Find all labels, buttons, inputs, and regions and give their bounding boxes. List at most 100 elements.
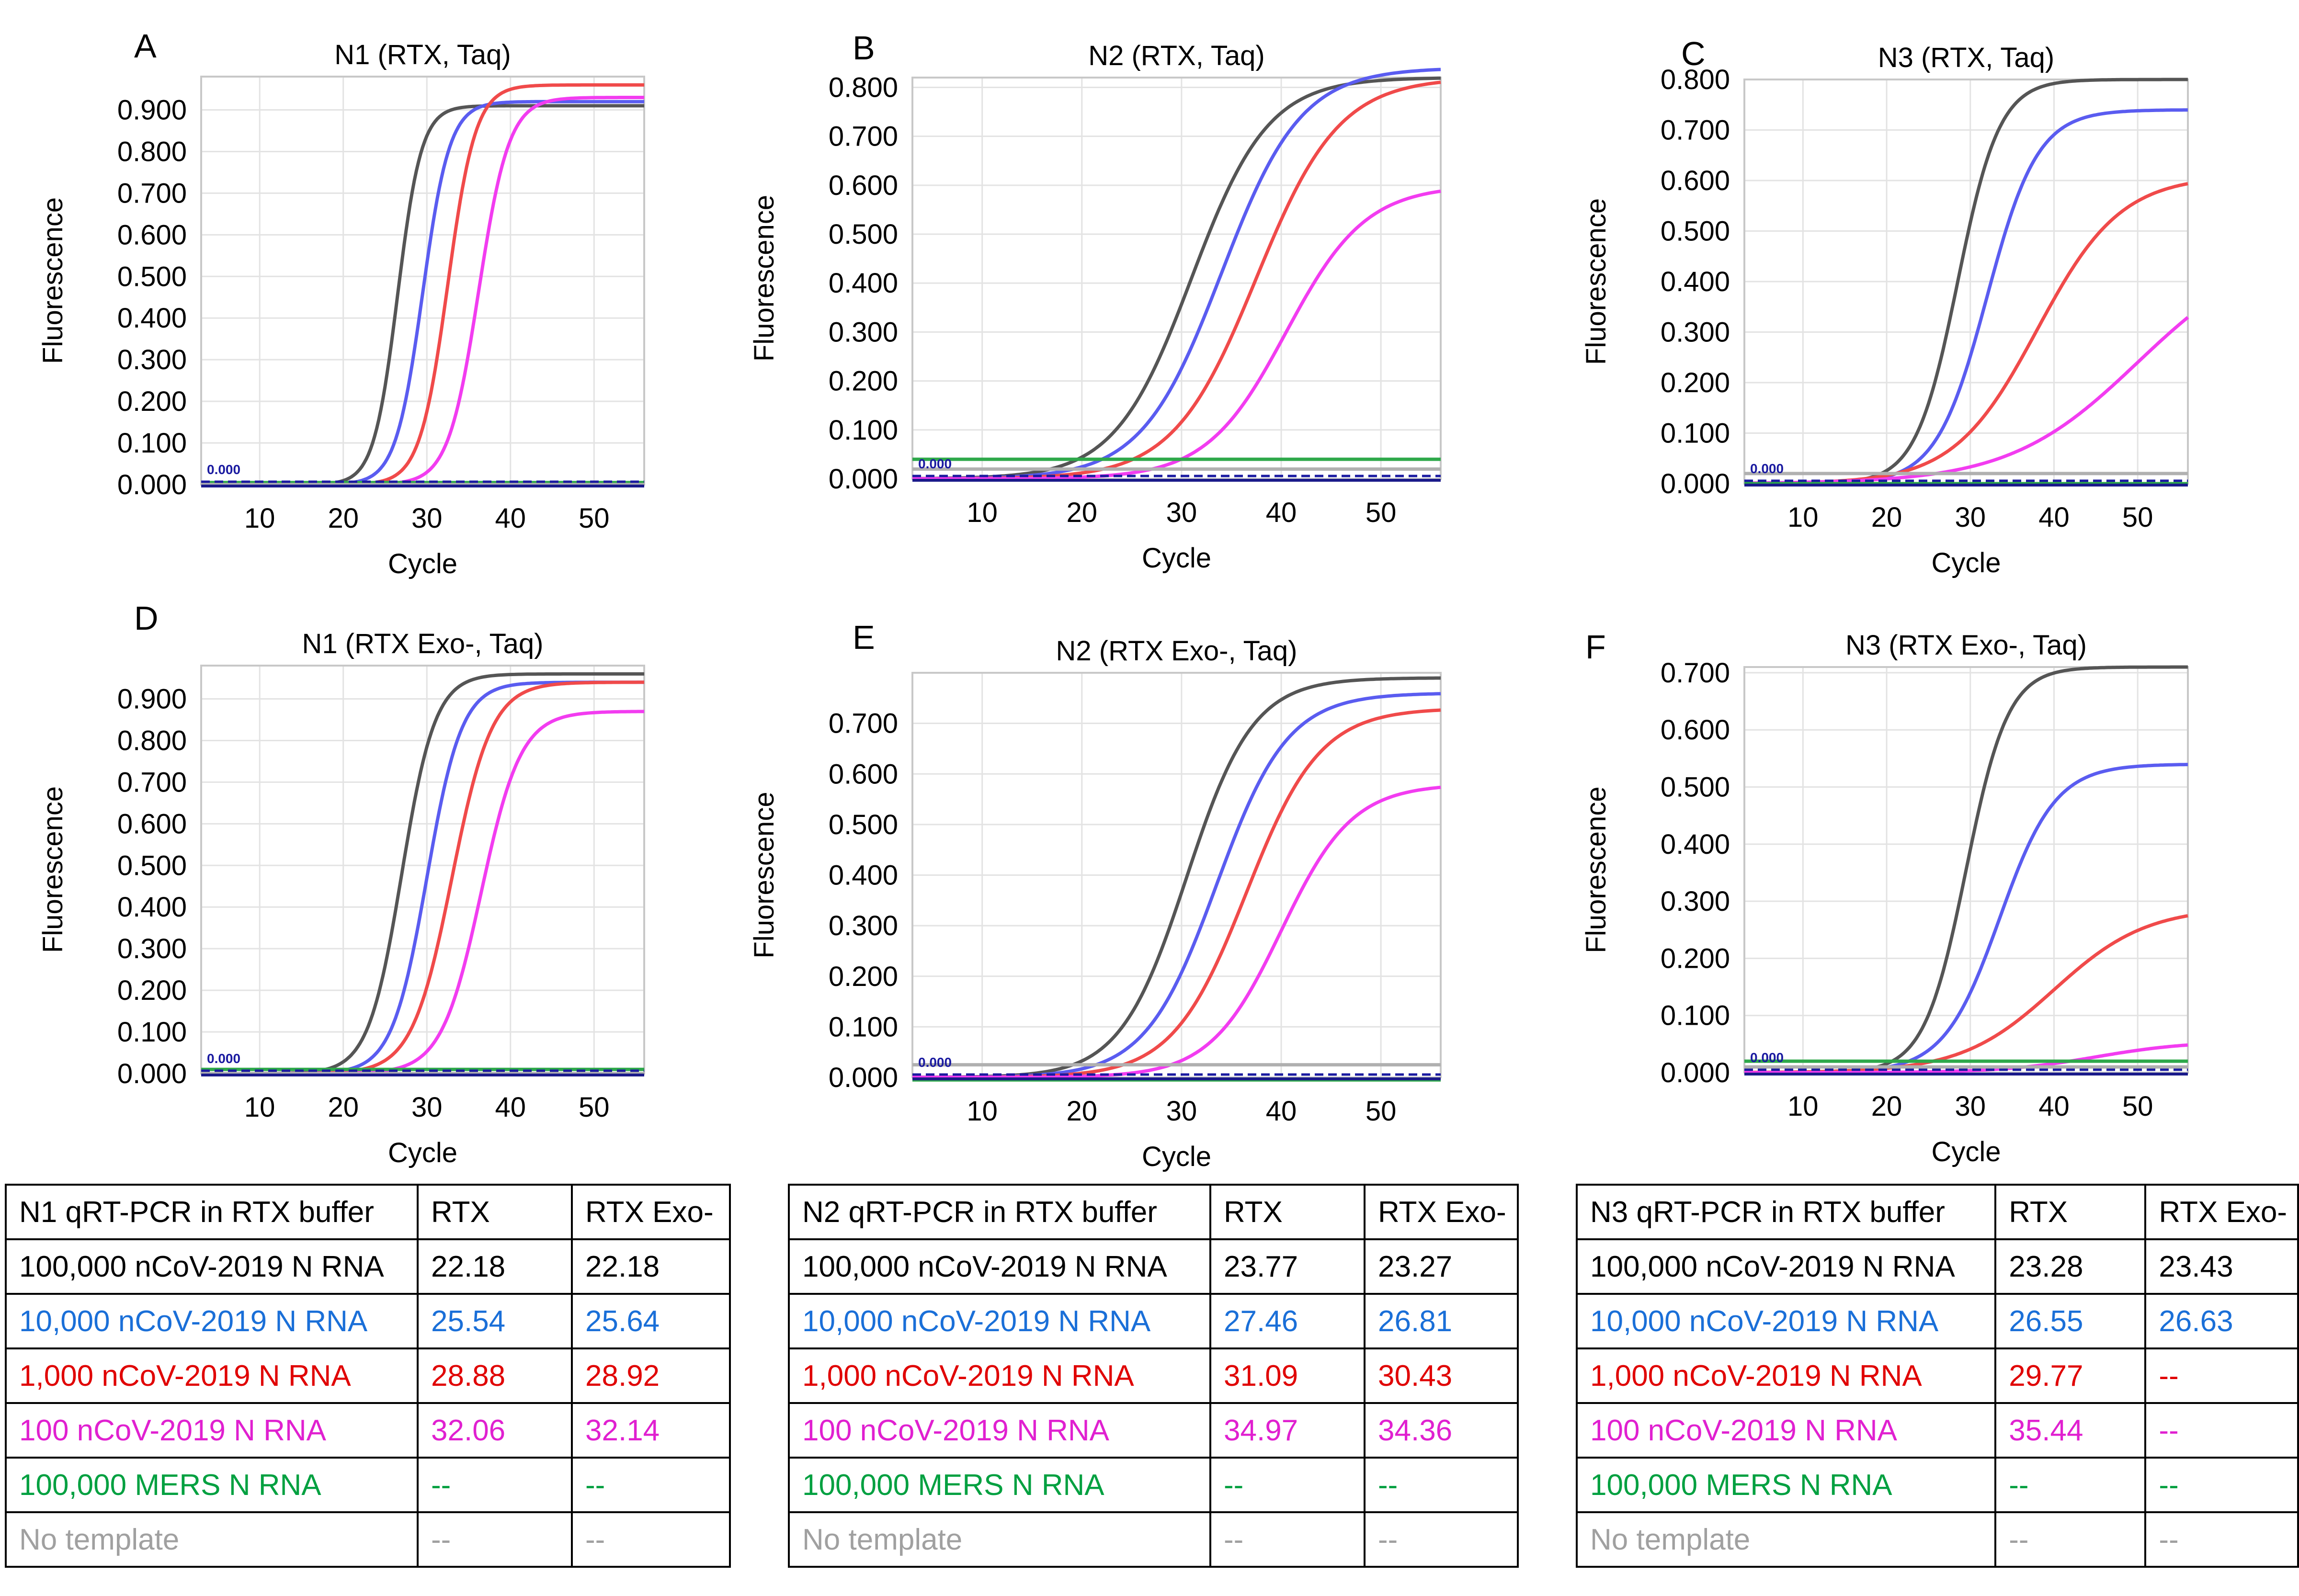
row-label-cell: 100 nCoV-2019 N RNA — [1575, 1402, 1997, 1459]
y-axis-label: Fluorescence — [1581, 198, 1612, 365]
ct-value-cell: -- — [1994, 1457, 2147, 1513]
chart-title: N1 (RTX Exo-, Taq) — [302, 628, 544, 659]
y-tick-label: 0.600 — [1661, 165, 1730, 196]
ct-value-cell: -- — [2144, 1511, 2299, 1568]
series-line-blue — [912, 692, 1441, 1079]
ct-value-cell: 22.18 — [417, 1238, 573, 1295]
x-tick-label: 10 — [967, 1096, 998, 1127]
row-label-cell: 100,000 MERS N RNA — [788, 1457, 1211, 1513]
table-row: 10,000 nCoV-2019 N RNA 26.55 26.63 — [1575, 1293, 2299, 1349]
y-tick-label: 0.100 — [829, 415, 898, 446]
threshold-label: 0.000 — [1750, 461, 1784, 476]
x-tick-label: 30 — [1166, 497, 1197, 528]
ct-value-cell: 25.64 — [571, 1293, 731, 1349]
panel-d: 0.000 10 20 30 40 50 0.000 0.100 0.200 0.300 0.400… — [37, 600, 645, 1168]
threshold-label: 0.000 — [918, 1055, 952, 1070]
y-tick-label: 0.000 — [1661, 1057, 1730, 1088]
series-line-blue — [1744, 108, 2188, 486]
series-line-black — [912, 76, 1441, 480]
y-tick-label: 0.000 — [117, 1058, 187, 1089]
table-row: 100 nCoV-2019 N RNA 35.44 -- — [1575, 1402, 2299, 1459]
series-line-red — [1744, 182, 2188, 485]
table-header-cell: RTX Exo- — [1364, 1184, 1519, 1240]
y-tick-label: 0.000 — [1661, 468, 1730, 499]
table-header-cell: RTX — [1994, 1184, 2147, 1240]
y-tick-label: 0.400 — [117, 303, 187, 334]
y-tick-label: 0.200 — [117, 386, 187, 417]
x-tick-label: 30 — [1955, 1091, 1986, 1122]
y-axis-label: Fluorescence — [1581, 786, 1612, 953]
x-tick-label: 20 — [1871, 502, 1902, 533]
table-header-cell: N1 qRT-PCR in RTX buffer — [5, 1184, 419, 1240]
table-row: 100,000 MERS N RNA -- -- — [1575, 1457, 2299, 1513]
x-tick-label: 10 — [1787, 1091, 1819, 1122]
table-row: 100,000 MERS N RNA -- -- — [788, 1457, 1519, 1513]
table-row: 100 nCoV-2019 N RNA 34.97 34.36 — [788, 1402, 1519, 1459]
ct-value-cell: -- — [1994, 1511, 2147, 1568]
panel-letter: F — [1585, 628, 1606, 666]
x-tick-label: 30 — [1955, 502, 1986, 533]
y-tick-label: 0.700 — [829, 708, 898, 739]
ct-value-cell: -- — [1209, 1511, 1366, 1568]
table-row: 100,000 nCoV-2019 N RNA 23.77 23.27 — [788, 1238, 1519, 1295]
chart-title: N2 (RTX, Taq) — [1088, 40, 1265, 71]
ct-value-cell: 26.81 — [1364, 1293, 1519, 1349]
table-row: 100,000 nCoV-2019 N RNA 22.18 22.18 — [5, 1238, 731, 1295]
ct-value-cell: 32.06 — [417, 1402, 573, 1459]
panel-letter: B — [853, 29, 875, 67]
y-tick-label: 0.400 — [117, 892, 187, 923]
table-row: 100,000 MERS N RNA -- -- — [5, 1457, 731, 1513]
chart-title: N3 (RTX, Taq) — [1878, 42, 2055, 73]
panel-letter: C — [1681, 35, 1706, 72]
threshold-label: 0.000 — [1750, 1050, 1784, 1065]
panel-letter: A — [134, 27, 157, 65]
ct-value-cell: 25.54 — [417, 1293, 573, 1349]
y-tick-label: 0.800 — [117, 725, 187, 756]
row-label-cell: No template — [1575, 1511, 1997, 1568]
panel-letter: D — [134, 600, 159, 637]
y-tick-label: 0.100 — [829, 1011, 898, 1042]
y-tick-label: 0.200 — [1661, 367, 1730, 398]
y-tick-label: 0.500 — [829, 219, 898, 250]
panel-letter: E — [853, 619, 875, 656]
y-tick-label: 0.600 — [829, 758, 898, 790]
ct-value-cell: 35.44 — [1994, 1402, 2147, 1459]
plot-frame — [200, 665, 645, 1075]
row-label-cell: 10,000 nCoV-2019 N RNA — [5, 1293, 419, 1349]
ct-value-cell: -- — [1364, 1457, 1519, 1513]
x-tick-label: 50 — [579, 1092, 610, 1123]
row-label-cell: 10,000 nCoV-2019 N RNA — [788, 1293, 1211, 1349]
row-label-cell: 1,000 nCoV-2019 N RNA — [5, 1347, 419, 1404]
x-axis-label: Cycle — [388, 548, 457, 579]
x-tick-label: 40 — [1266, 497, 1297, 528]
x-tick-label: 10 — [244, 1092, 275, 1123]
threshold-label: 0.000 — [918, 456, 952, 471]
ct-value-cell: -- — [1209, 1457, 1366, 1513]
y-tick-label: 0.300 — [829, 317, 898, 348]
ct-value-cell: -- — [2144, 1402, 2299, 1459]
y-tick-label: 0.100 — [1661, 1000, 1730, 1031]
chart-title: N3 (RTX Exo-, Taq) — [1845, 630, 2087, 661]
x-tick-label: 30 — [411, 1092, 443, 1123]
x-tick-label: 10 — [1787, 502, 1819, 533]
series-line-magenta — [1744, 316, 2189, 485]
y-tick-label: 0.900 — [117, 95, 187, 126]
ct-value-cell: -- — [571, 1457, 731, 1513]
table-row: No template -- -- — [5, 1511, 731, 1568]
x-tick-label: 40 — [2038, 1091, 2070, 1122]
table-row: 100 nCoV-2019 N RNA 32.06 32.14 — [5, 1402, 731, 1459]
x-tick-label: 40 — [2038, 502, 2070, 533]
chart-title: N1 (RTX, Taq) — [334, 39, 511, 70]
x-tick-label: 20 — [1871, 1091, 1902, 1122]
x-tick-label: 40 — [495, 1092, 526, 1123]
ct-value-cell: -- — [1364, 1511, 1519, 1568]
ct-value-cell: 23.43 — [2144, 1238, 2299, 1295]
table-header-cell: N2 qRT-PCR in RTX buffer — [788, 1184, 1211, 1240]
row-label-cell: 1,000 nCoV-2019 N RNA — [788, 1347, 1211, 1404]
y-axis-label: Fluorescence — [749, 792, 780, 958]
ct-value-cell: 23.27 — [1364, 1238, 1519, 1295]
ct-table-2: N2 qRT-PCR in RTX buffer RTX RTX Exo- 100,0… — [788, 1184, 1519, 1568]
y-tick-label: 0.400 — [829, 860, 898, 891]
y-tick-label: 0.100 — [1661, 418, 1730, 449]
